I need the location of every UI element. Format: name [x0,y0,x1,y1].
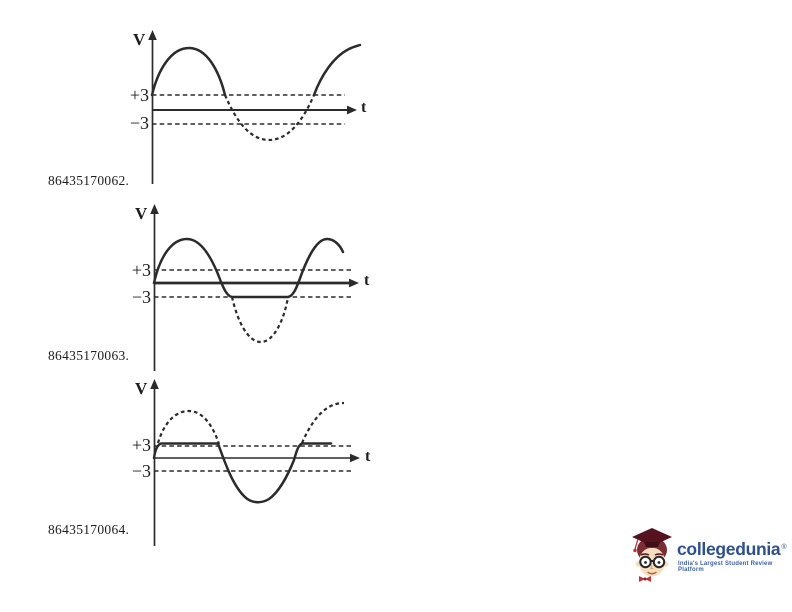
fig1-t-axis-arrow-icon [347,105,357,115]
fig3-plus3-label: +3 [131,435,151,455]
fig2-solid-clipped-output [152,237,345,299]
fig3-solid-clipped-output [152,442,333,504]
mascot-cap-band [644,542,660,547]
figure1-plot [148,30,362,184]
fig3-t-axis-arrow-icon [350,453,360,463]
figure3-plot [150,379,360,546]
collegedunia-wordmark: collegedunia® [677,539,787,560]
figure2-plot [150,204,359,371]
mascot-eye-right [657,561,661,564]
fig1-v-axis-label: V [133,30,146,49]
collegedunia-brand-text: collegedunia [677,539,781,559]
fig3-dotted-original-peak [156,409,221,445]
fig3-v-axis-arrow-icon [150,379,159,389]
mascot-mortarboard [632,528,672,546]
fig1-plus3-label: +3 [129,85,149,105]
fig3-question-id: 86435170064. [48,522,130,537]
collegedunia-logo: collegedunia® India's Largest Student Re… [629,523,787,587]
fig2-v-axis-label: V [135,204,148,223]
mascot-nose [650,564,654,570]
fig3-minus3-label: −3 [131,461,151,481]
fig2-t-axis-arrow-icon [349,278,359,288]
fig3-v-axis-label: V [135,379,148,398]
mascot-bow-tie [639,576,651,582]
fig1-solid-next-rise [312,43,362,97]
fig1-solid-positive-halfcycle [150,46,227,97]
fig2-dotted-original-trough [230,296,290,344]
fig1-dotted-negative-excursion [223,94,316,142]
fig1-v-axis-arrow-icon [148,30,157,40]
fig1-t-axis-label: t [361,99,367,116]
fig1-question-id: 86435170062. [48,173,130,188]
fig3-t-axis-label: t [365,448,371,465]
fig2-minus3-label: −3 [131,287,151,307]
mascot-tassel [634,538,639,550]
mascot-tassel-end [633,548,637,553]
collegedunia-mascot-icon [632,528,672,582]
mascot-smile [647,571,657,575]
collegedunia-tagline: India's Largest Student Review Platform [678,561,773,573]
fig2-v-axis-arrow-icon [150,204,159,214]
fig2-plus3-label: +3 [131,260,151,280]
mascot-eye-left [644,561,647,564]
fig3-dotted-original-rise-right [300,401,345,444]
fig2-question-id: 86435170063. [48,348,130,363]
mascot-brow-right [654,553,664,556]
mascot-brow-left [640,553,650,556]
registered-mark-icon: ® [781,544,787,551]
fig1-minus3-label: −3 [129,113,149,133]
fig2-t-axis-label: t [364,272,370,289]
